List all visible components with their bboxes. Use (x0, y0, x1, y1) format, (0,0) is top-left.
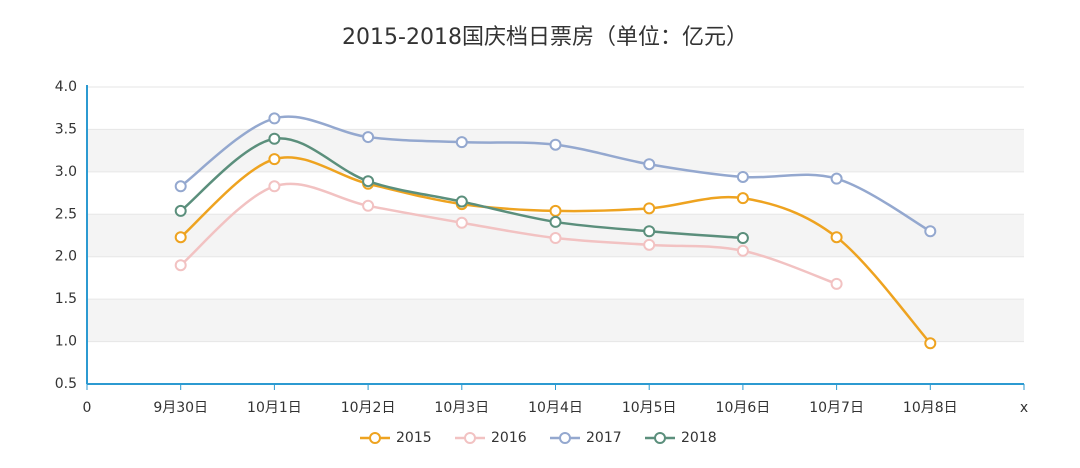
x-tick-label: 10月1日 (247, 400, 302, 416)
x-tick-label: 10月5日 (622, 400, 677, 416)
y-tick-label: 3.5 (55, 121, 77, 137)
point (174, 180, 187, 193)
point (549, 215, 562, 228)
legend-marker (369, 432, 381, 444)
point (830, 231, 843, 244)
point (362, 175, 375, 188)
point (830, 277, 843, 290)
x-tick-label: 0 (83, 400, 92, 416)
y-tick-label: 2.5 (55, 206, 77, 222)
x-tick-label: 10月7日 (809, 400, 864, 416)
point (643, 158, 656, 171)
point (736, 170, 749, 183)
x-tick-label: 10月3日 (434, 400, 489, 416)
point (830, 172, 843, 185)
x-tick-label: 9月30日 (153, 400, 208, 416)
point (268, 180, 281, 193)
y-tick-label: 1.5 (55, 291, 77, 307)
legend-label: 2016 (491, 430, 527, 446)
point (268, 153, 281, 166)
point (455, 136, 468, 149)
legend-label: 2018 (681, 430, 717, 446)
x-tick-label: 10月6日 (716, 400, 771, 416)
legend-marker (464, 432, 476, 444)
point (924, 225, 937, 238)
chart-title: 2015-2018国庆档日票房（单位：亿元） (342, 25, 748, 50)
point (174, 231, 187, 244)
point (549, 232, 562, 245)
point (736, 244, 749, 257)
legend-label: 2017 (586, 430, 622, 446)
point (362, 199, 375, 212)
point (174, 259, 187, 272)
x-tick-label: 10月4日 (528, 400, 583, 416)
point (455, 195, 468, 208)
y-tick-label: 1.0 (55, 334, 77, 350)
point (268, 132, 281, 145)
point (736, 192, 749, 205)
y-tick-label: 0.5 (55, 376, 77, 392)
legend-marker (654, 432, 666, 444)
y-tick-label: 3.0 (55, 164, 77, 180)
point (736, 232, 749, 245)
point (924, 337, 937, 350)
y-tick-label: 4.0 (55, 79, 77, 95)
point (174, 204, 187, 217)
point (549, 138, 562, 151)
x-tick-label: 10月8日 (903, 400, 958, 416)
point (643, 202, 656, 215)
x-tick-label: x (1020, 400, 1028, 416)
point (268, 112, 281, 125)
legend-label: 2015 (396, 430, 432, 446)
point (362, 131, 375, 144)
point (549, 204, 562, 217)
legend-marker (559, 432, 571, 444)
point (643, 225, 656, 238)
x-tick-label: 10月2日 (341, 400, 396, 416)
point (455, 216, 468, 229)
point (643, 238, 656, 251)
grid-band (87, 299, 1024, 342)
y-tick-label: 2.0 (55, 249, 77, 265)
